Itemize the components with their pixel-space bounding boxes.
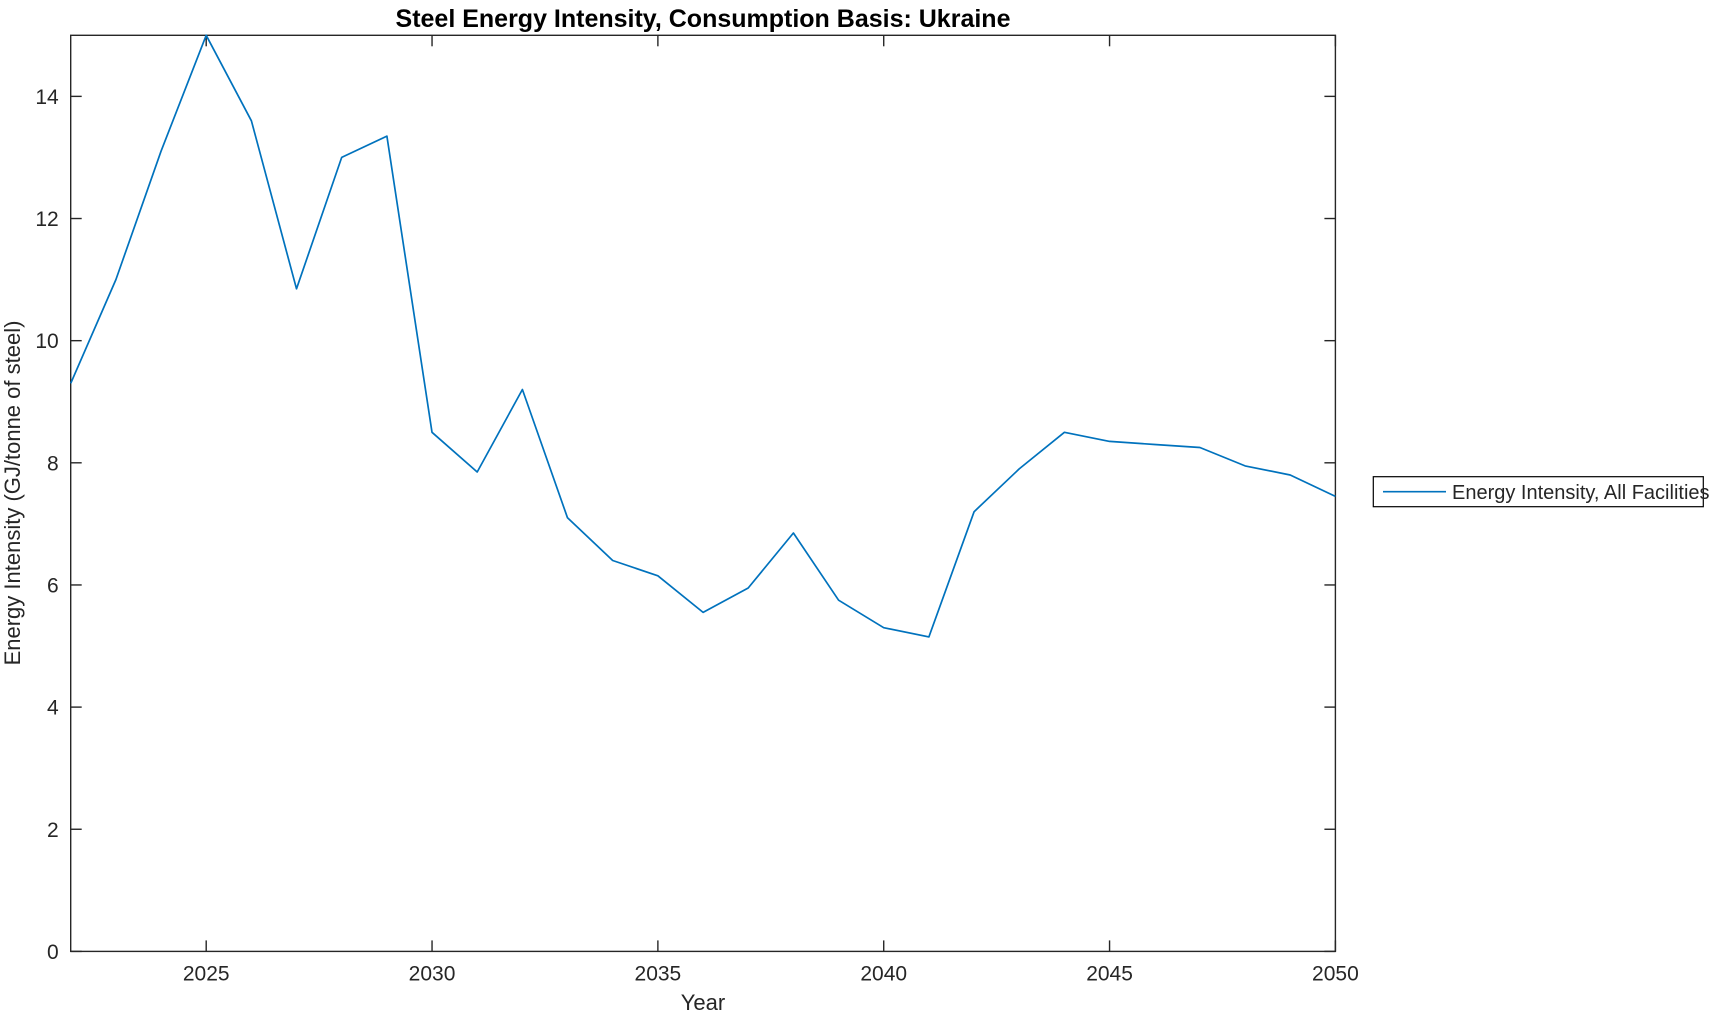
legend[interactable]: Energy Intensity, All Facilities <box>1372 476 1710 508</box>
y-tick-label: 6 <box>47 574 59 597</box>
energy-intensity-line <box>69 34 1336 638</box>
x-tick-label: 2030 <box>409 962 456 985</box>
x-tick-label: 2045 <box>1086 962 1133 985</box>
y-tick-label: 0 <box>47 941 59 964</box>
axis-tick-labels: 2025 2030 2035 2040 2045 2050 0 2 4 6 8 10 12 14 <box>35 86 1358 986</box>
y-tick-label: 14 <box>35 86 59 109</box>
x-tick-label: 2025 <box>183 962 230 985</box>
y-tick-label: 4 <box>47 697 59 720</box>
x-tick-label: 2040 <box>860 962 907 985</box>
y-tick-label: 2 <box>47 819 59 842</box>
chart-title: Steel Energy Intensity, Consumption Basi… <box>396 5 1011 33</box>
axis-ticks <box>70 35 1337 953</box>
y-tick-label: 10 <box>35 330 58 353</box>
legend-label: Energy Intensity, All Facilities <box>1452 482 1710 504</box>
x-tick-label: 2035 <box>635 962 682 985</box>
plot-box <box>69 34 1337 953</box>
y-axis-label: Energy Intensity (GJ/tonne of steel) <box>0 321 25 666</box>
y-tick-label: 12 <box>35 208 58 231</box>
x-axis-label: Year <box>681 990 725 1015</box>
x-tick-label: 2050 <box>1312 962 1359 985</box>
y-tick-label: 8 <box>47 452 59 475</box>
